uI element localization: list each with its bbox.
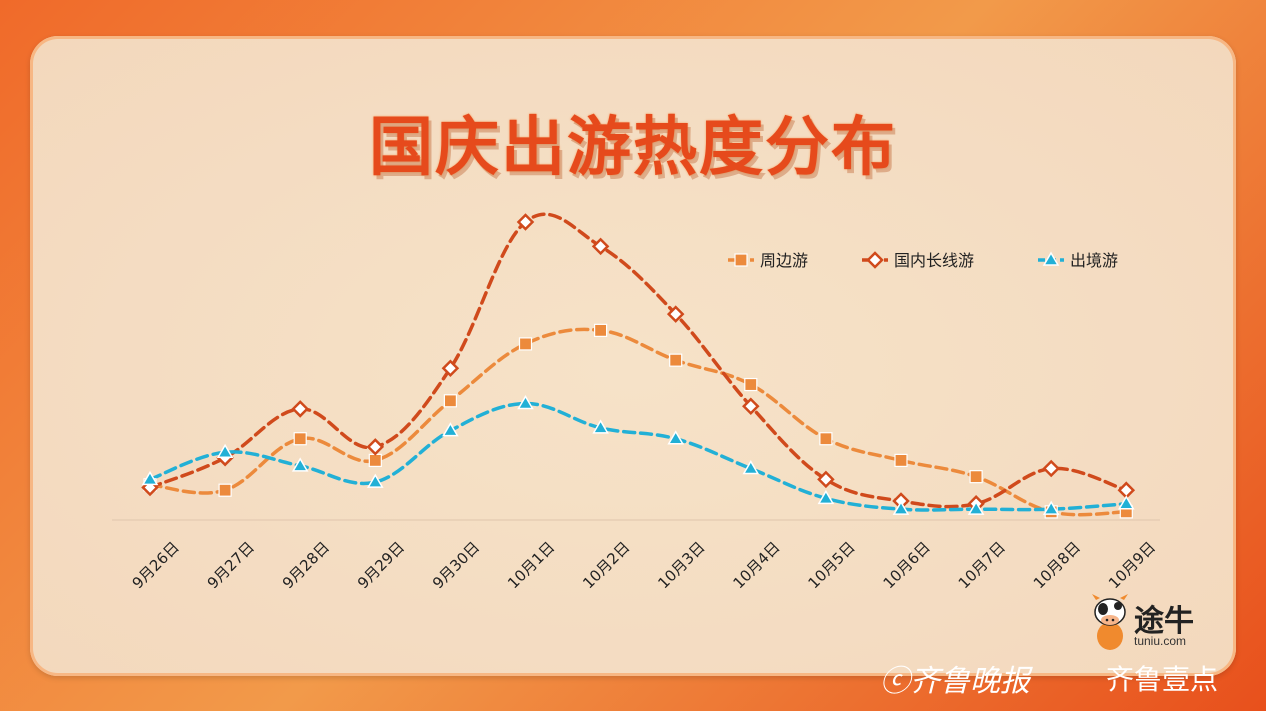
series-2-point-5 — [441, 359, 460, 378]
series-2-point-14 — [1117, 481, 1136, 499]
legend-label-1: 周边游 — [760, 251, 808, 270]
series-3-point-5 — [442, 422, 459, 437]
series-3-point-8 — [667, 430, 685, 445]
legend-marker-1 — [734, 253, 748, 267]
series-1-point-9 — [744, 377, 758, 392]
x-tick-label: 10月4日 — [729, 538, 783, 592]
series-2-point-8 — [666, 305, 685, 323]
legend-label-3: 出境游 — [1070, 251, 1118, 270]
series-2-point-4 — [366, 438, 385, 456]
x-tick-label: 9月27日 — [204, 538, 258, 592]
series-2-point-3 — [291, 400, 309, 418]
series-2-point-10 — [817, 470, 835, 489]
series-3-point-1 — [141, 470, 159, 486]
series-1-point-2 — [218, 483, 232, 497]
series-3-point-13 — [1042, 500, 1060, 515]
legend-marker-3 — [1042, 251, 1060, 266]
x-tick-label: 10月9日 — [1105, 538, 1159, 592]
series-2-point-7 — [591, 237, 610, 256]
x-tick-label: 9月29日 — [354, 538, 408, 592]
series-3-point-10 — [817, 489, 835, 505]
series-3-point-12 — [967, 500, 985, 515]
x-tick-label: 9月30日 — [429, 538, 483, 592]
chart-panel — [30, 36, 1236, 676]
series-1-point-7 — [593, 323, 608, 337]
series-3-point-3 — [291, 457, 309, 472]
legend-marker-2 — [866, 251, 884, 269]
x-tick-label: 10月3日 — [654, 538, 708, 592]
series-1-point-5 — [443, 394, 457, 408]
x-tick-label: 10月8日 — [1030, 538, 1084, 592]
cow-mascot-icon — [1092, 594, 1128, 650]
tuniu-logo-text: 途牛 — [1134, 604, 1194, 639]
x-tick-label: 9月26日 — [129, 538, 183, 592]
x-tick-label: 10月2日 — [579, 538, 633, 592]
series-line-2 — [148, 212, 1129, 509]
series-3-point-7 — [592, 419, 609, 434]
series-3-point-11 — [892, 500, 910, 515]
watermark-right: 齐鲁壹点 — [1106, 663, 1219, 696]
series-1-point-11 — [894, 453, 908, 467]
series-line-3 — [148, 401, 1129, 512]
series-1-point-4 — [368, 453, 382, 467]
x-tick-label: 10月7日 — [955, 538, 1009, 592]
x-tick-label: 10月5日 — [805, 538, 859, 592]
tuniu-logo: 途牛 tuniu.com — [1090, 592, 1220, 652]
watermark-left: ⓒ齐鲁晚报 — [880, 664, 1030, 699]
series-3-point-14 — [1117, 495, 1135, 510]
series-3-point-4 — [366, 473, 384, 488]
series-2-point-6 — [516, 213, 535, 231]
x-tick-label: 9月28日 — [279, 538, 333, 592]
series-3-point-9 — [742, 460, 760, 475]
chart-title: 国庆出游热度分布 — [369, 111, 897, 185]
series-1-point-6 — [518, 337, 533, 351]
series-1-point-12 — [969, 470, 983, 484]
x-tick-label: 10月6日 — [880, 538, 934, 592]
series-3-point-6 — [517, 395, 534, 410]
legend-label-2: 国内长线游 — [894, 251, 974, 270]
x-tick-label: 10月1日 — [504, 538, 558, 592]
series-1-point-10 — [819, 432, 833, 446]
series-1-point-3 — [293, 432, 307, 446]
watermark: ⓒ齐鲁晚报 齐鲁壹点 — [880, 652, 1256, 699]
series-1-point-8 — [669, 353, 683, 367]
series-line-1 — [148, 327, 1129, 517]
series-3-point-2 — [216, 443, 234, 459]
tuniu-logo-url: tuniu.com — [1134, 634, 1187, 648]
series-2-point-13 — [1042, 459, 1060, 478]
series-2-point-9 — [742, 397, 760, 415]
